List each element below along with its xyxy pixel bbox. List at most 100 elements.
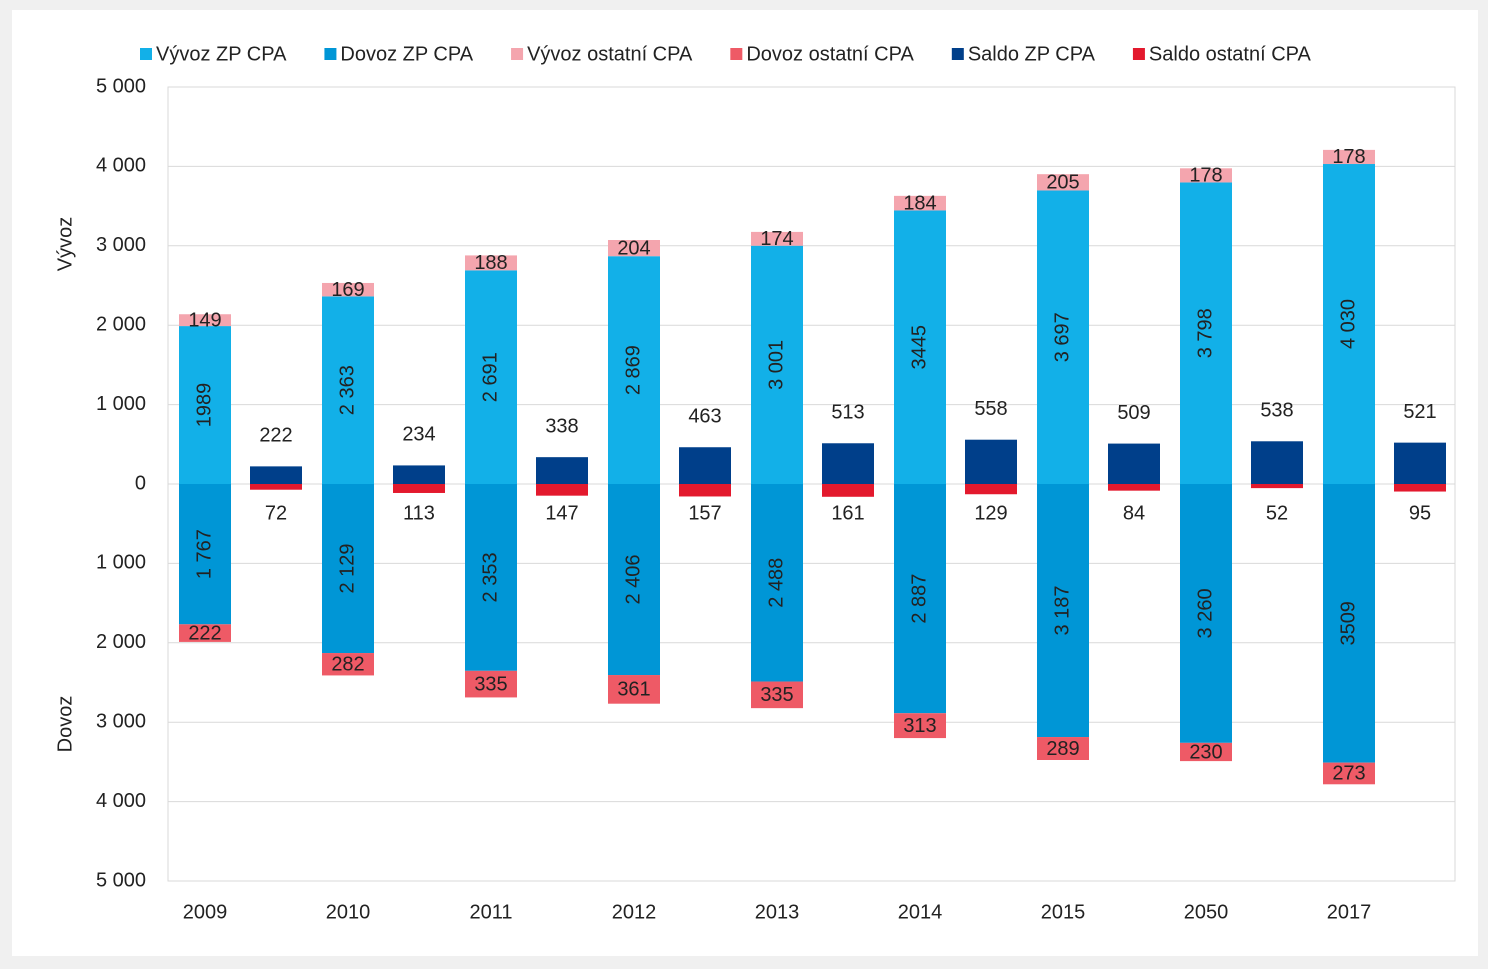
data-label: 222	[259, 425, 292, 447]
data-label: 205	[1046, 172, 1079, 194]
data-label: 558	[974, 398, 1007, 420]
y-axis-label-top: Vývoz	[54, 217, 76, 271]
bar-segment	[822, 484, 874, 497]
data-label: 149	[188, 309, 221, 331]
bar-segment	[1251, 441, 1303, 484]
bar-segment	[465, 255, 517, 271]
bar-segment	[1037, 190, 1089, 485]
bar-segment	[894, 210, 946, 485]
legend-swatch	[511, 48, 524, 60]
data-label: 463	[688, 406, 721, 428]
data-label: 1 767	[193, 529, 215, 579]
data-label: 95	[1409, 502, 1431, 524]
bar-segment	[1323, 149, 1375, 165]
y-tick-label: 4 000	[96, 790, 146, 812]
data-label: 72	[265, 502, 287, 524]
bar-segment	[393, 484, 445, 493]
bar-segment	[465, 670, 517, 698]
data-label: 335	[760, 684, 793, 706]
data-label: 184	[903, 192, 936, 214]
y-tick-label: 2 000	[96, 313, 146, 335]
bar-segment	[322, 484, 374, 654]
data-label: 289	[1046, 738, 1079, 760]
data-label: 2 887	[908, 574, 930, 624]
y-tick-label: 3 000	[96, 710, 146, 732]
y-tick-label: 5 000	[96, 75, 146, 97]
y-tick-label: 2 000	[96, 631, 146, 653]
legend-label: Vývoz ZP CPA	[156, 43, 287, 65]
bar-segment	[1108, 443, 1160, 484]
y-tick-label: 3 000	[96, 234, 146, 256]
x-tick-label: 2009	[183, 901, 228, 923]
data-label: 282	[331, 654, 364, 676]
data-label: 2 353	[479, 552, 501, 602]
data-label: 2 129	[336, 543, 358, 593]
bar-segment	[679, 484, 731, 497]
data-label: 204	[617, 237, 650, 259]
bar-segment	[1323, 484, 1375, 763]
bar-segment	[1180, 742, 1232, 762]
bar-segment	[465, 270, 517, 484]
bar-segment	[322, 653, 374, 676]
bar-segment	[1323, 164, 1375, 484]
bar-segment	[608, 675, 660, 704]
data-label: 3 001	[765, 340, 787, 390]
data-label: 230	[1189, 741, 1222, 763]
bar-segment	[608, 484, 660, 676]
data-label: 2 363	[336, 365, 358, 415]
data-label: 513	[831, 402, 864, 424]
bar-segment	[465, 484, 517, 671]
data-label: 538	[1260, 400, 1293, 422]
y-tick-label: 5 000	[96, 869, 146, 891]
data-label: 52	[1266, 502, 1288, 524]
data-label: 338	[545, 415, 578, 437]
x-tick-label: 2050	[1184, 901, 1229, 923]
legend-label: Saldo ZP CPA	[968, 43, 1096, 65]
bar-segment	[1394, 442, 1446, 484]
bar-segment	[179, 326, 231, 484]
legend-label: Saldo ostatní CPA	[1149, 43, 1312, 65]
data-label: 174	[760, 228, 793, 250]
data-label: 1989	[193, 383, 215, 428]
data-label: 4 030	[1337, 299, 1359, 349]
x-tick-label: 2013	[755, 901, 800, 923]
bar-segment	[751, 681, 803, 709]
x-tick-label: 2012	[612, 901, 657, 923]
bar-segment	[894, 195, 946, 211]
data-label: 335	[474, 673, 507, 695]
data-label: 3 260	[1194, 588, 1216, 638]
data-label: 2 869	[622, 345, 644, 395]
x-tick-label: 2017	[1327, 901, 1372, 923]
x-tick-label: 2010	[326, 901, 371, 923]
data-label: 161	[831, 502, 864, 524]
y-tick-label: 4 000	[96, 155, 146, 177]
data-label: 521	[1403, 401, 1436, 423]
legend-swatch	[951, 48, 964, 60]
bar-segment	[751, 245, 803, 484]
data-label: 313	[903, 715, 936, 737]
bar-segment	[751, 231, 803, 246]
data-label: 147	[545, 502, 578, 524]
bar-segment	[179, 314, 231, 327]
bar-segment	[393, 465, 445, 484]
bar-segment	[894, 484, 946, 714]
data-label: 188	[474, 252, 507, 274]
data-label: 273	[1332, 763, 1365, 785]
bar-segment	[894, 713, 946, 739]
data-label: 178	[1332, 146, 1365, 168]
bar-segment	[322, 296, 374, 484]
data-label: 2 488	[765, 558, 787, 608]
bar-segment	[536, 457, 588, 484]
data-label: 178	[1189, 165, 1222, 187]
y-tick-label: 1 000	[96, 552, 146, 574]
bar-segment	[250, 484, 302, 490]
data-label: 129	[974, 502, 1007, 524]
bar-segment	[1037, 484, 1089, 738]
bar-segment	[679, 447, 731, 484]
bar-segment	[179, 624, 231, 642]
data-label: 169	[331, 279, 364, 301]
x-tick-label: 2014	[898, 901, 943, 923]
data-label: 2 691	[479, 352, 501, 402]
